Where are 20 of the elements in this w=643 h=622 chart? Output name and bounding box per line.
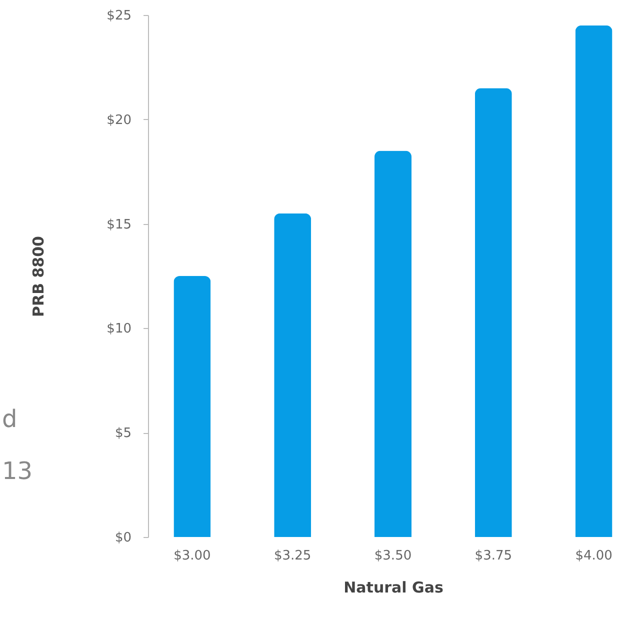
y-tick-label: $5	[114, 426, 132, 442]
bar	[575, 25, 612, 537]
x-tick-label: $4.00	[575, 548, 612, 564]
bar	[174, 276, 211, 537]
x-axis-title: Natural Gas	[344, 578, 444, 596]
text: 13	[2, 457, 33, 485]
x-tick-label: $3.50	[374, 548, 412, 564]
y-axis-title: PRB 8800	[30, 236, 48, 317]
y-tick-label: $10	[106, 322, 132, 337]
bar	[374, 150, 412, 537]
y-tick-label: $0	[114, 530, 132, 546]
x-tick-label: $3.00	[174, 548, 211, 564]
y-tick-label: $25	[106, 8, 132, 24]
text: d	[2, 405, 18, 433]
bar	[474, 88, 512, 537]
y-tick-label: $15	[106, 217, 132, 232]
bar	[274, 213, 312, 537]
x-tick-label: $3.25	[274, 548, 312, 564]
y-tick-label: $20	[106, 112, 132, 128]
x-tick-label: $3.75	[474, 548, 512, 564]
